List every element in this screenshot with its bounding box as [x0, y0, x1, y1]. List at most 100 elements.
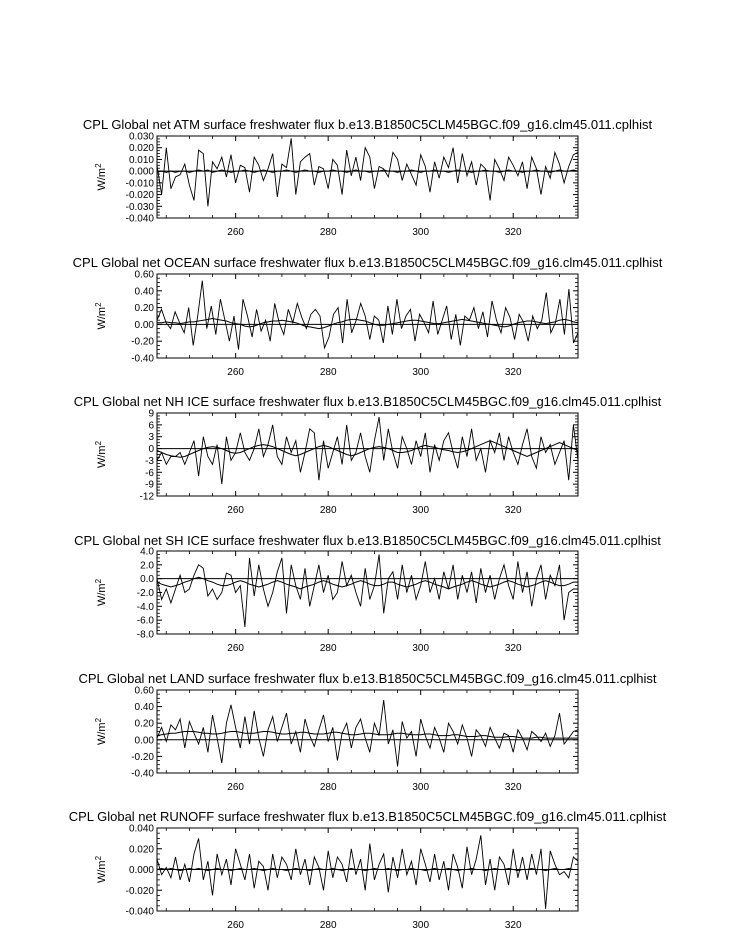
x-tick-label: 260 — [227, 505, 244, 516]
panel-title: CPL Global net NH ICE surface freshwater… — [74, 394, 662, 409]
y-tick-label: 0.60 — [135, 686, 155, 697]
x-tick-label: 320 — [505, 367, 522, 378]
x-tick-label: 260 — [227, 782, 244, 793]
series-line-daily — [156, 138, 579, 207]
x-tick-label: 280 — [320, 643, 337, 654]
panel-1: CPL Global net ATM surface freshwater fl… — [83, 117, 653, 238]
y-axis-label: W/m2 — [94, 163, 108, 191]
y-tick-label: 3 — [148, 432, 154, 443]
y-tick-label: -6.0 — [137, 616, 155, 627]
series-line-daily — [156, 699, 579, 767]
panel-title: CPL Global net ATM surface freshwater fl… — [83, 117, 653, 132]
y-tick-label: -12 — [140, 492, 155, 503]
x-tick-label: 280 — [320, 782, 337, 793]
y-tick-label: 0.020 — [129, 844, 154, 855]
y-axis-label-superscript: 2 — [94, 578, 103, 583]
y-tick-label: -0.020 — [126, 190, 155, 201]
y-tick-label: 0.010 — [129, 155, 154, 166]
x-tick-label: 320 — [505, 505, 522, 516]
y-tick-label: -0.20 — [131, 752, 154, 763]
y-axis-label-superscript: 2 — [94, 855, 103, 860]
y-tick-label: 0.0 — [140, 574, 154, 585]
panel-title: CPL Global net LAND surface freshwater f… — [78, 671, 656, 686]
y-tick-label: -0.030 — [126, 202, 155, 213]
x-tick-label: 260 — [227, 367, 244, 378]
y-axis-label-text: W/m — [96, 583, 108, 606]
y-tick-label: 6 — [148, 420, 154, 431]
series-line-smooth — [156, 867, 578, 872]
series-line-smooth — [156, 169, 579, 173]
y-tick-label: -8.0 — [137, 630, 155, 641]
y-axis-label: W/m2 — [94, 717, 108, 745]
y-tick-label: 0.00 — [135, 320, 155, 331]
panel-title: CPL Global net SH ICE surface freshwater… — [74, 533, 661, 548]
y-tick-label: 0.000 — [129, 865, 154, 876]
y-tick-label: -0.40 — [131, 769, 154, 780]
x-tick-label: 280 — [320, 505, 337, 516]
y-tick-label: -0.040 — [126, 907, 155, 918]
series-line-smooth — [156, 440, 579, 458]
panel-title: CPL Global net OCEAN surface freshwater … — [73, 255, 663, 270]
y-axis-label-text: W/m — [96, 860, 108, 883]
x-tick-label: 280 — [320, 227, 337, 238]
y-axis-label: W/m2 — [94, 578, 108, 606]
y-tick-label: -0.20 — [131, 337, 154, 348]
y-tick-label: 4.0 — [140, 547, 154, 558]
panel-3: CPL Global net NH ICE surface freshwater… — [74, 394, 662, 516]
y-tick-label: -0.020 — [126, 886, 155, 897]
x-tick-label: 320 — [505, 643, 522, 654]
y-tick-label: -4.0 — [137, 602, 155, 613]
series-line-daily — [156, 835, 579, 909]
y-tick-label: 0.40 — [135, 286, 155, 297]
x-tick-label: 300 — [412, 643, 429, 654]
x-tick-label: 320 — [505, 920, 522, 931]
y-axis-label: W/m2 — [94, 440, 108, 468]
y-tick-label: 9 — [148, 409, 154, 420]
plot-frame — [156, 550, 579, 635]
x-tick-label: 280 — [320, 920, 337, 931]
plot-frame — [156, 689, 579, 774]
plot-frame — [156, 273, 579, 359]
series-line-daily — [156, 280, 579, 350]
panel-5: CPL Global net LAND surface freshwater f… — [78, 671, 656, 793]
y-tick-label: 0.60 — [135, 270, 155, 281]
y-tick-label: -9 — [145, 480, 154, 491]
x-tick-label: 320 — [505, 227, 522, 238]
panel-6: CPL Global net RUNOFF surface freshwater… — [69, 809, 667, 931]
y-tick-label: 0.00 — [135, 735, 155, 746]
y-tick-label: 0.000 — [129, 167, 154, 178]
series-line-smooth — [156, 731, 578, 739]
y-axis-label: W/m2 — [94, 302, 108, 330]
x-tick-label: 280 — [320, 367, 337, 378]
series-line-daily — [156, 554, 578, 628]
y-tick-label: 0.40 — [135, 702, 155, 713]
y-tick-label: -0.40 — [131, 354, 154, 365]
series-line-smooth — [156, 576, 578, 590]
y-axis-label-text: W/m — [96, 168, 108, 191]
y-tick-label: 0.20 — [135, 719, 155, 730]
x-tick-label: 300 — [412, 782, 429, 793]
y-tick-label: 2.0 — [140, 560, 154, 571]
y-axis-label-text: W/m — [96, 445, 108, 468]
y-axis-label-superscript: 2 — [94, 302, 103, 307]
panel-title: CPL Global net RUNOFF surface freshwater… — [69, 809, 667, 824]
y-tick-label: 0.20 — [135, 303, 155, 314]
panel-4: CPL Global net SH ICE surface freshwater… — [74, 533, 661, 654]
y-axis-label-text: W/m — [96, 722, 108, 745]
y-tick-label: -6 — [145, 468, 154, 479]
series-line-smooth — [157, 317, 579, 330]
y-tick-label: -3 — [145, 456, 154, 467]
x-tick-label: 260 — [227, 920, 244, 931]
x-tick-label: 260 — [227, 227, 244, 238]
series-line-daily — [156, 416, 579, 485]
plot-frame — [156, 135, 579, 219]
y-tick-label: -0.010 — [126, 178, 155, 189]
y-axis-label-text: W/m — [96, 307, 108, 330]
x-tick-label: 320 — [505, 782, 522, 793]
chart-panels: CPL Global net ATM surface freshwater fl… — [69, 117, 667, 931]
y-tick-label: -0.040 — [126, 214, 155, 225]
x-tick-label: 260 — [227, 643, 244, 654]
panel-2: CPL Global net OCEAN surface freshwater … — [73, 255, 663, 378]
x-tick-label: 300 — [412, 920, 429, 931]
